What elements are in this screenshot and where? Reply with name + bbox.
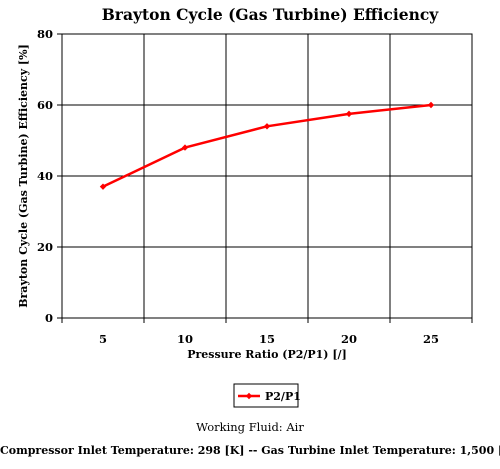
chart-title: Brayton Cycle (Gas Turbine) Efficiency bbox=[102, 5, 440, 24]
y-tick-label-0: 0 bbox=[45, 311, 53, 325]
y-axis-ticks: 0 20 40 60 80 bbox=[37, 27, 62, 325]
y-tick-label-2: 40 bbox=[37, 169, 53, 183]
x-tick-label-0: 5 bbox=[99, 332, 107, 346]
data-point-0 bbox=[99, 183, 107, 190]
y-tick-label-1: 20 bbox=[37, 240, 53, 254]
data-point-3 bbox=[345, 110, 353, 118]
legend-box bbox=[233, 383, 299, 408]
x-tick-label-4: 25 bbox=[423, 332, 439, 346]
temperature-note: Compressor Inlet Temperature: 298 [K] --… bbox=[0, 444, 500, 457]
data-point-4 bbox=[427, 101, 435, 109]
x-tick-label-2: 15 bbox=[259, 332, 275, 346]
x-axis-label: Pressure Ratio (P2/P1) [/] bbox=[187, 348, 347, 361]
x-tick-label-3: 20 bbox=[341, 332, 357, 346]
data-point-2 bbox=[263, 123, 271, 130]
x-tick-label-1: 10 bbox=[177, 332, 193, 346]
y-axis-label: Brayton Cycle (Gas Turbine) Efficiency [… bbox=[17, 44, 30, 308]
legend-label: P2/P1 bbox=[265, 390, 301, 403]
legend: P2/P1 bbox=[233, 383, 301, 408]
y-tick-label-4: 80 bbox=[37, 27, 53, 41]
x-axis-ticks: 5 10 15 20 25 bbox=[61, 318, 473, 346]
data-point-1 bbox=[181, 144, 189, 151]
series-layer bbox=[99, 101, 435, 190]
working-fluid-note: Working Fluid: Air bbox=[196, 420, 304, 434]
legend-marker bbox=[245, 392, 253, 400]
horizontal-gridlines bbox=[62, 104, 472, 248]
y-tick-label-3: 60 bbox=[37, 98, 53, 112]
